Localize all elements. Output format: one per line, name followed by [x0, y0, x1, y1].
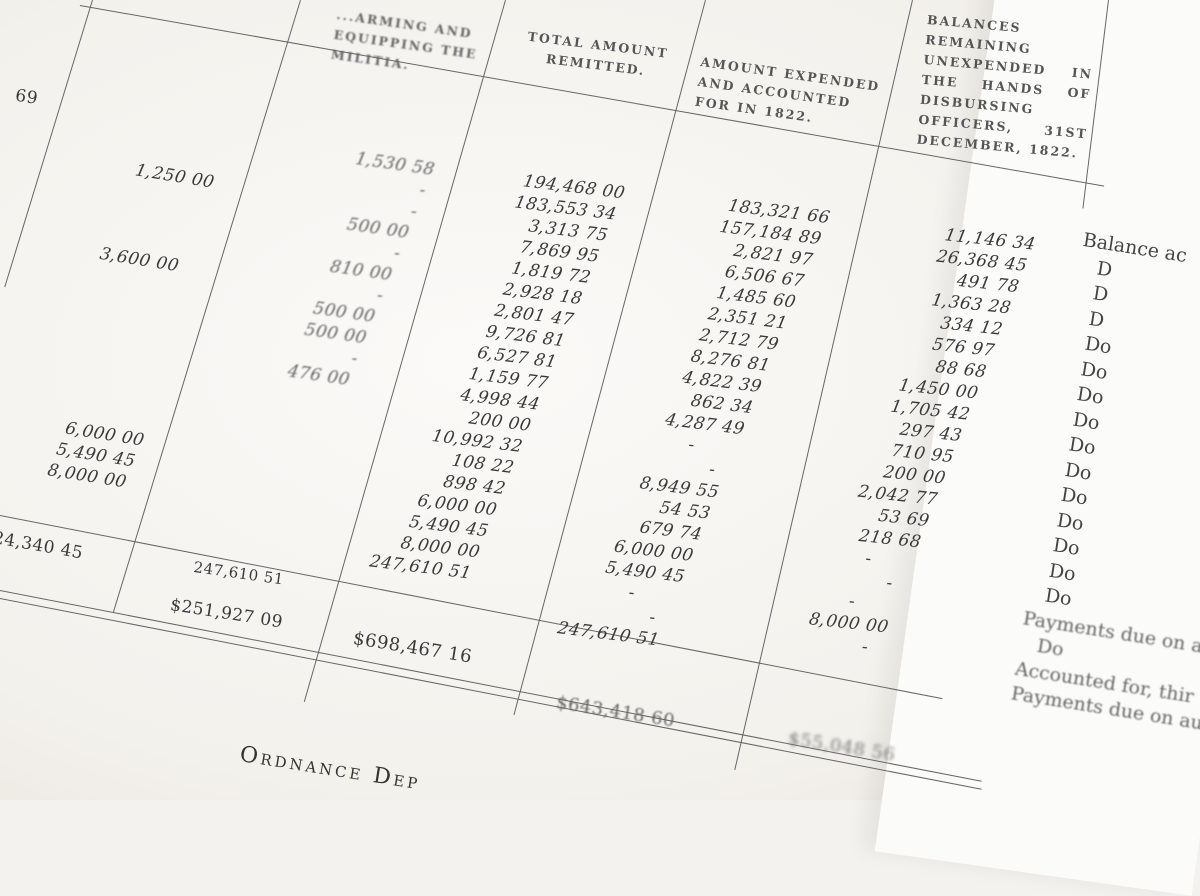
header-balances: Balances remaining unexpended in the han…: [916, 11, 1094, 161]
column-second-lower: 6,000 00 5,490 45 8,000 00: [0, 410, 148, 493]
header-total-remitted: Total amount remitted.: [526, 28, 670, 79]
grand-total-balances: $55,048 56: [786, 728, 897, 766]
grand-total-expended: $643,418 60: [554, 692, 677, 732]
header-expended: Amount expended and accounted for in 182…: [694, 53, 882, 126]
column-second: 1,250 00 3,600 00: [46, 152, 219, 277]
header-militia: ...arming and equipping the militia.: [330, 6, 479, 73]
total-far-left: 24,340 45: [0, 528, 85, 564]
column-far-left: 69: [0, 82, 40, 110]
table-cell: 69: [13, 85, 40, 109]
